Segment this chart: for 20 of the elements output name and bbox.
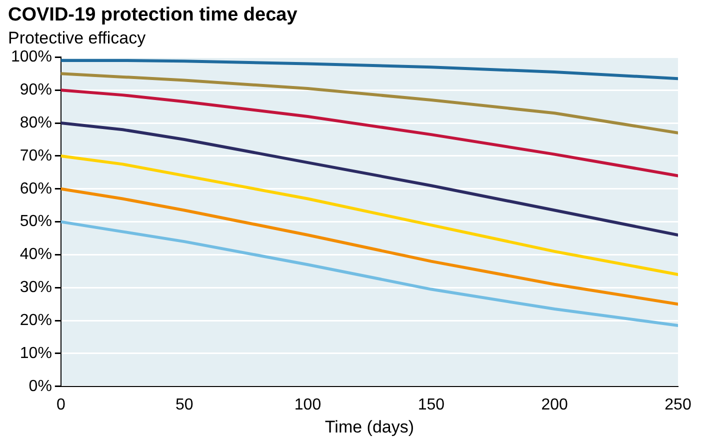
y-tick-label: 60% <box>20 180 52 198</box>
x-tick-label: 250 <box>664 396 692 414</box>
x-tick-label: 100 <box>294 396 322 414</box>
x-tick-label: 150 <box>418 396 445 414</box>
y-tick-label: 40% <box>20 246 52 264</box>
y-tick-label: 30% <box>20 279 52 296</box>
chart-title: COVID-19 protection time decay <box>8 4 298 26</box>
x-axis-title: Time (days) <box>324 417 414 436</box>
chart-subtitle: Protective efficacy <box>8 28 146 48</box>
y-tick-label: 70% <box>20 147 52 164</box>
y-tick-label: 90% <box>20 82 52 99</box>
x-tick-label: 0 <box>56 396 66 414</box>
y-tick-label: 50% <box>20 213 52 230</box>
y-tick-label: 100% <box>11 48 52 66</box>
y-tick-label: 10% <box>20 344 52 362</box>
y-tick-label: 20% <box>20 312 52 329</box>
y-tick-label: 80% <box>20 114 52 132</box>
x-tick-label: 200 <box>541 396 568 414</box>
x-tick-label: 50 <box>175 396 194 414</box>
y-tick-label: 0% <box>28 378 52 395</box>
